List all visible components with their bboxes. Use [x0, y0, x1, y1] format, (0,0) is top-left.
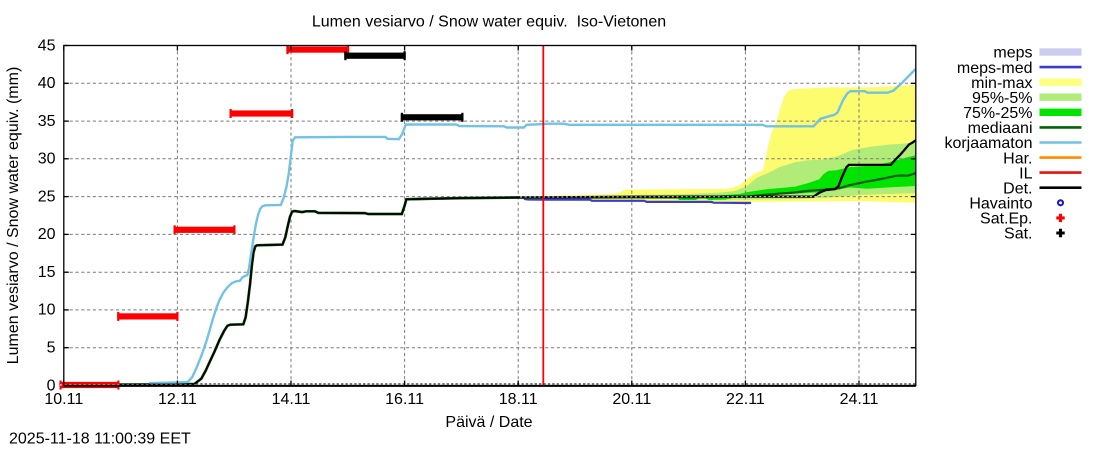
svg-text:10.11: 10.11 [44, 391, 83, 408]
svg-text:Lumen vesiarvo / Snow water eq: Lumen vesiarvo / Snow water equiv. (mm) [5, 67, 22, 365]
svg-text:14.11: 14.11 [272, 391, 311, 408]
svg-text:20: 20 [38, 226, 56, 243]
svg-text:18.11: 18.11 [499, 391, 538, 408]
svg-text:20.11: 20.11 [612, 391, 651, 408]
svg-text:Sat.: Sat. [1004, 226, 1032, 243]
svg-text:25: 25 [38, 188, 56, 205]
svg-text:40: 40 [38, 75, 56, 92]
svg-text:10: 10 [38, 302, 56, 319]
svg-text:2025-11-18 11:00:39 EET: 2025-11-18 11:00:39 EET [9, 431, 191, 448]
svg-text:Lumen vesiarvo / Snow water eq: Lumen vesiarvo / Snow water equiv. Iso-V… [312, 14, 666, 31]
svg-text:45: 45 [38, 37, 56, 54]
svg-text:30: 30 [38, 151, 56, 168]
svg-text:5: 5 [47, 340, 56, 357]
svg-text:12.11: 12.11 [158, 391, 197, 408]
svg-text:24.11: 24.11 [840, 391, 879, 408]
svg-text:15: 15 [38, 264, 56, 281]
svg-text:Päivä / Date: Päivä / Date [445, 414, 532, 431]
svg-text:35: 35 [38, 113, 56, 130]
svg-text:22.11: 22.11 [726, 391, 765, 408]
svg-text:16.11: 16.11 [385, 391, 424, 408]
